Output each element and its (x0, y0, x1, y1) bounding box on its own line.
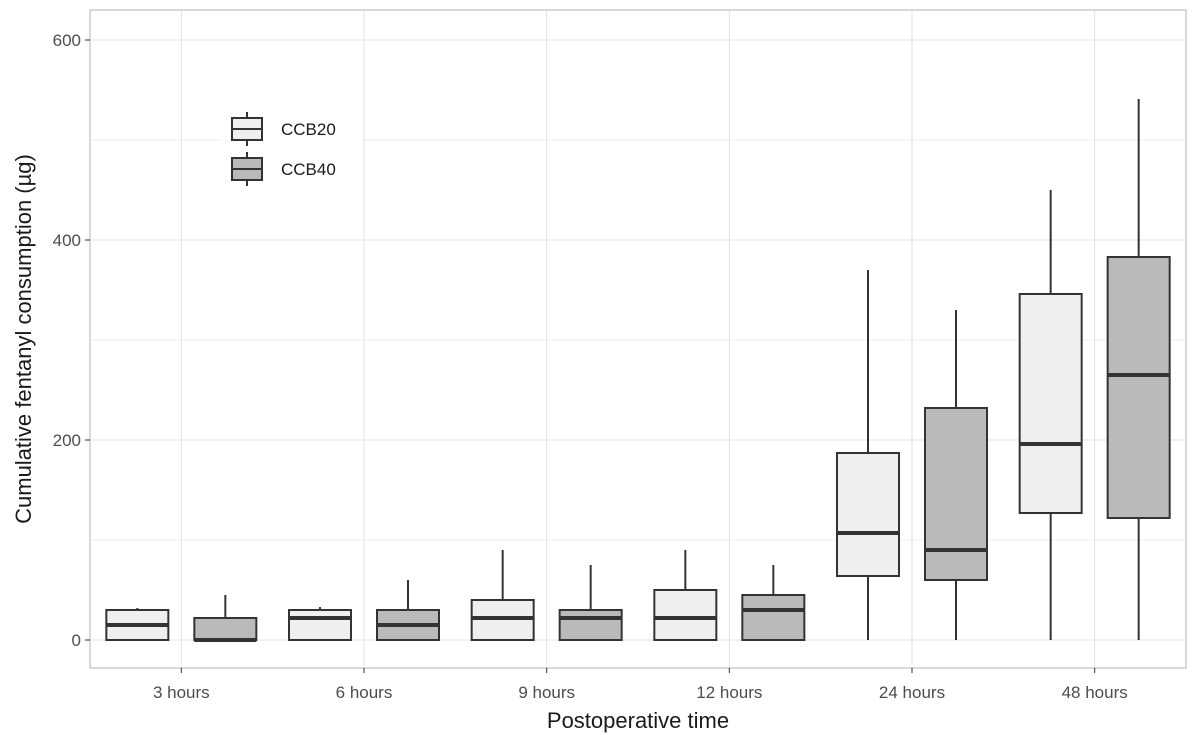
x-tick-label: 9 hours (518, 683, 575, 702)
y-tick-label: 400 (53, 231, 81, 250)
x-tick-label: 48 hours (1062, 683, 1128, 702)
box-ccb40-5 (1106, 99, 1171, 640)
box-ccb20-2 (470, 550, 535, 641)
box-ccb40-4 (924, 310, 988, 640)
legend: CCB20 CCB40 (222, 108, 362, 190)
box-ccb20-0 (105, 608, 170, 641)
y-axis: 0 200 400 600 (53, 31, 90, 650)
panel-border (89, 9, 1187, 669)
box-ccb20-1 (288, 607, 352, 641)
box-body (741, 594, 806, 641)
box-ccb20-4 (836, 270, 900, 640)
legend-item-ccb40: CCB40 (231, 152, 336, 186)
box-ccb40-2 (558, 565, 623, 641)
box-ccb20-5 (1018, 190, 1083, 640)
box-body (1106, 256, 1171, 519)
y-tick-label: 0 (72, 631, 81, 650)
x-axis-title: Postoperative time (547, 708, 729, 733)
x-tick-label: 3 hours (153, 683, 210, 702)
x-axis: 3 hours 6 hours 9 hours 12 hours 24 hours 48 … (153, 668, 1128, 702)
y-tick-label: 600 (53, 31, 81, 50)
box-plots (105, 99, 1171, 642)
box-ccb20-3 (653, 550, 718, 641)
x-tick-label: 6 hours (336, 683, 393, 702)
box-body (924, 407, 988, 581)
box-body (558, 609, 623, 641)
box-body (836, 452, 900, 577)
box-body (1018, 293, 1083, 514)
legend-item-ccb20: CCB20 (231, 112, 336, 146)
legend-label: CCB20 (281, 120, 336, 139)
box-ccb40-1 (376, 580, 440, 641)
box-body (193, 617, 258, 641)
box-body (288, 609, 352, 641)
box-ccb40-0 (193, 595, 258, 642)
box-ccb40-3 (741, 565, 806, 641)
y-tick-label: 200 (53, 431, 81, 450)
major-gridlines (90, 10, 1186, 668)
y-axis-title: Cumulative fentanyl consumption (µg) (11, 154, 36, 524)
box-body (653, 589, 718, 641)
x-tick-label: 12 hours (696, 683, 762, 702)
x-tick-label: 24 hours (879, 683, 945, 702)
legend-label: CCB40 (281, 160, 336, 179)
